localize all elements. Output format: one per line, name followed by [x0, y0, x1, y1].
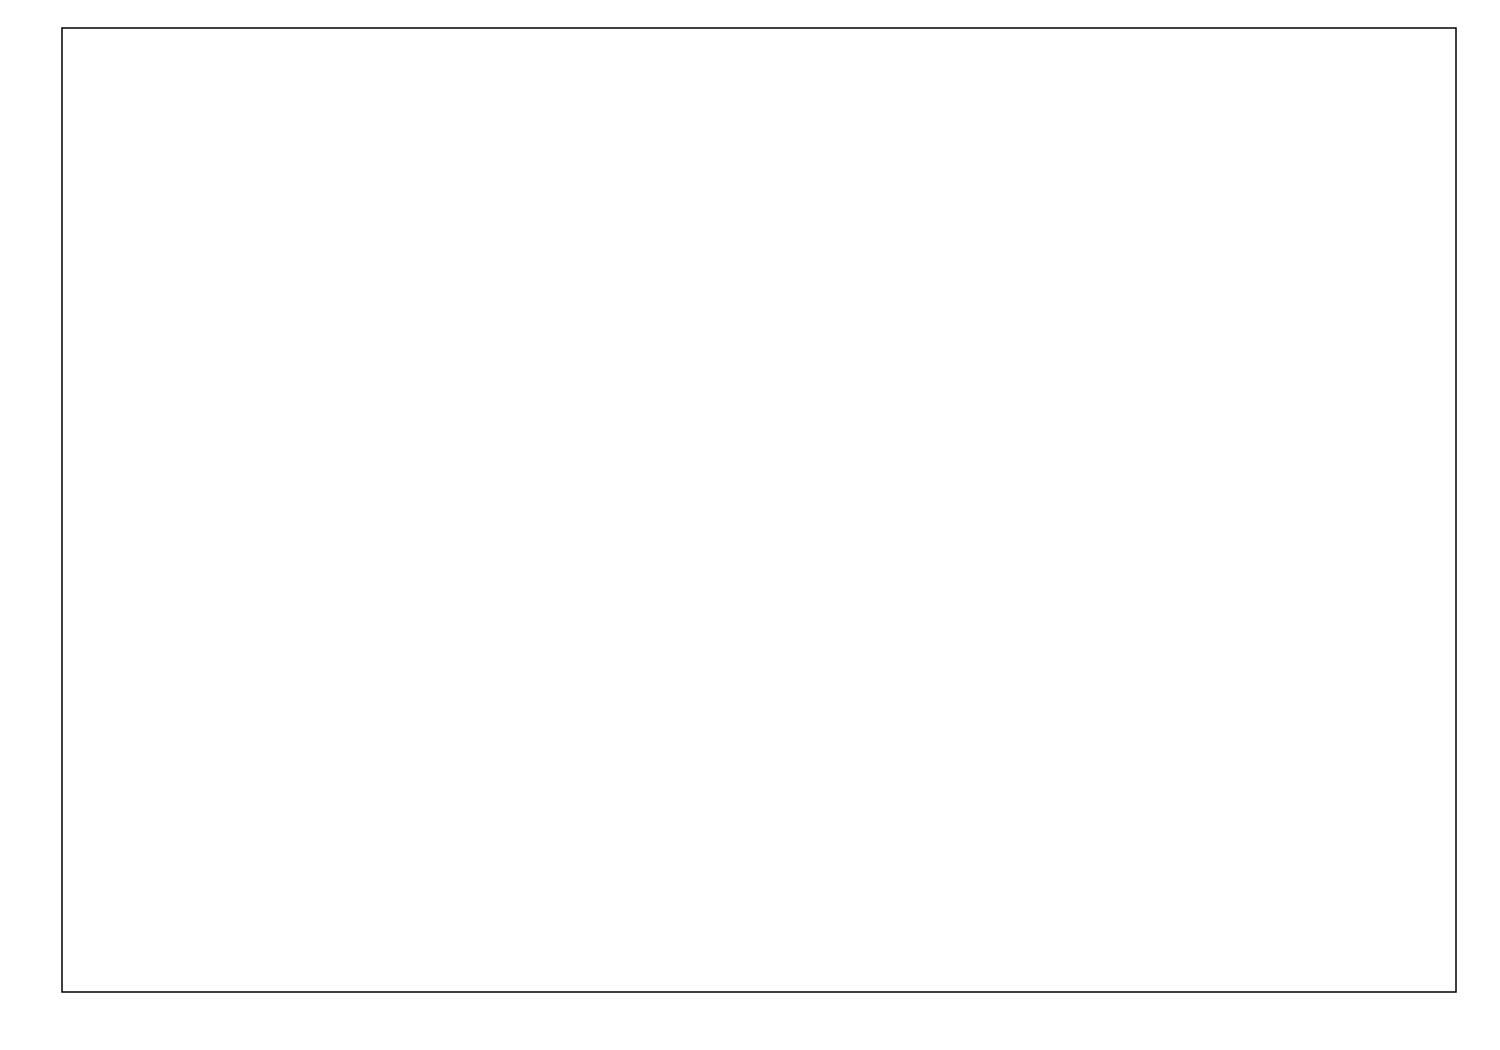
plot-frame: [61, 27, 1457, 993]
